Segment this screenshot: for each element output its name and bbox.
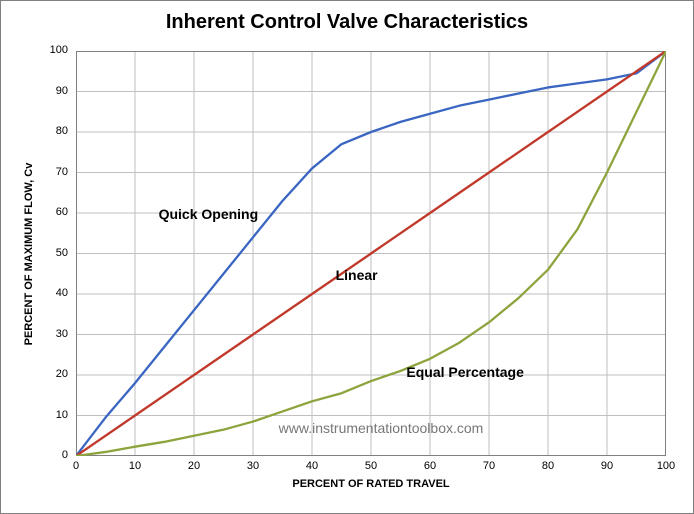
chart-title: Inherent Control Valve Characteristics bbox=[1, 11, 693, 34]
x-tick-label: 40 bbox=[297, 460, 327, 472]
x-tick-label: 50 bbox=[356, 460, 386, 472]
chart-frame: Inherent Control Valve Characteristics P… bbox=[0, 0, 694, 514]
y-tick-label: 10 bbox=[38, 409, 68, 421]
x-tick-label: 10 bbox=[120, 460, 150, 472]
y-tick-label: 30 bbox=[38, 328, 68, 340]
series-label-quick-opening: Quick Opening bbox=[159, 206, 259, 222]
x-tick-label: 70 bbox=[474, 460, 504, 472]
x-tick-label: 80 bbox=[533, 460, 563, 472]
x-tick-label: 60 bbox=[415, 460, 445, 472]
x-tick-label: 0 bbox=[61, 460, 91, 472]
y-axis-label: PERCENT OF MAXIMUM FLOW, Cv bbox=[23, 154, 35, 354]
y-tick-label: 0 bbox=[38, 449, 68, 461]
y-tick-label: 100 bbox=[38, 44, 68, 56]
series-label-equal-percentage: Equal Percentage bbox=[406, 364, 524, 380]
y-tick-label: 60 bbox=[38, 206, 68, 218]
x-tick-label: 20 bbox=[179, 460, 209, 472]
x-tick-label: 90 bbox=[592, 460, 622, 472]
x-axis-label: PERCENT OF RATED TRAVEL bbox=[221, 478, 521, 490]
x-tick-label: 30 bbox=[238, 460, 268, 472]
y-tick-label: 40 bbox=[38, 287, 68, 299]
y-tick-label: 20 bbox=[38, 368, 68, 380]
y-tick-label: 70 bbox=[38, 166, 68, 178]
y-tick-label: 50 bbox=[38, 247, 68, 259]
series-label-linear: Linear bbox=[336, 267, 378, 283]
y-tick-label: 90 bbox=[38, 85, 68, 97]
source-url-text: www.instrumentationtoolbox.com bbox=[251, 420, 511, 436]
y-tick-label: 80 bbox=[38, 125, 68, 137]
x-tick-label: 100 bbox=[651, 460, 681, 472]
chart-plot-area bbox=[76, 51, 666, 456]
